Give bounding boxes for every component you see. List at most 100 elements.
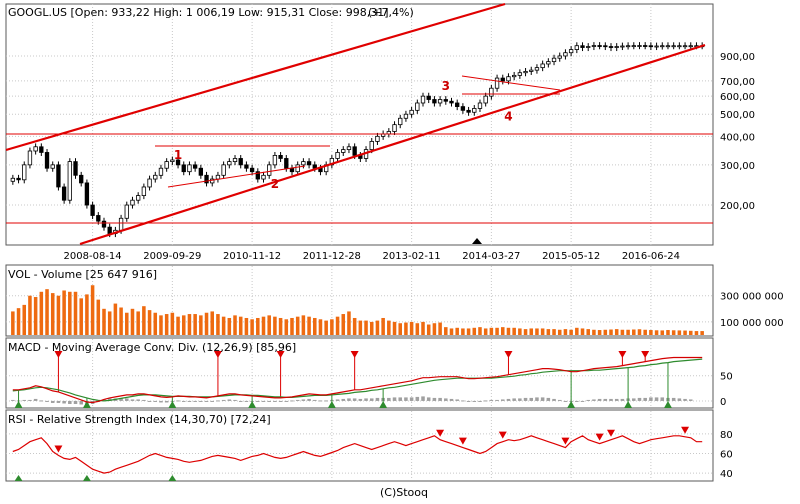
macd-histogram-bar [609, 398, 613, 401]
pattern-annotations: 1 2 3 4 [174, 79, 513, 191]
volume-bar [432, 323, 437, 335]
macd-histogram-bar [341, 398, 346, 401]
volume-bar [187, 314, 192, 335]
date-tick-label: 2010-11-12 [223, 251, 281, 262]
price-title: GOOGL.US [Open: 933,22 High: 1 006,19 Lo… [8, 6, 389, 19]
candle-body [136, 195, 141, 201]
macd-histogram-bar [472, 400, 477, 402]
volume-bar [170, 312, 175, 335]
candle-body [506, 76, 511, 82]
volume-bar [620, 329, 625, 335]
volume-bar [181, 315, 186, 335]
candle-body [272, 155, 278, 166]
macd-histogram-bar [318, 400, 323, 402]
volume-bar [324, 320, 328, 335]
macd-histogram-bar [523, 397, 528, 401]
candle-body [494, 77, 500, 89]
macd-histogram-bar [176, 400, 180, 402]
volume-bar [290, 317, 294, 335]
macd-histogram-bar [483, 400, 488, 402]
candle-body [164, 161, 169, 169]
buy-signal-marker [248, 401, 257, 408]
volume-bar [557, 329, 562, 335]
rsi-sell-marker [498, 431, 507, 439]
volume-bar [381, 317, 385, 335]
volume-bar [335, 316, 340, 335]
rsi-sell-marker [54, 445, 63, 453]
macd-histogram-bar [409, 397, 414, 401]
volume-bar [580, 328, 585, 335]
volume-bar [68, 291, 72, 335]
volume-bar [512, 327, 516, 335]
macd-histogram-bar [307, 398, 311, 401]
candle-body [27, 150, 33, 166]
macd-histogram-bar [324, 400, 328, 402]
candle-body [472, 108, 477, 113]
macd-histogram-bar [68, 400, 72, 404]
volume-tick-label: 300 000 000 [720, 292, 784, 303]
volume-bar [62, 290, 66, 335]
macd-histogram-bar [352, 398, 357, 401]
pattern-label: 1 [174, 148, 182, 162]
price-panel: 1 2 3 4 200,00 300,00 400,00 500,00 600,00 700,0… [5, 2, 755, 262]
macd-histogram-bar [552, 398, 556, 401]
macd-histogram-bar [125, 398, 129, 401]
volume-bar [250, 319, 254, 335]
volume-bar [11, 311, 15, 335]
macd-histogram-bar [233, 399, 237, 401]
volume-bar [597, 330, 602, 335]
pattern-line-2 [167, 165, 306, 188]
macd-signal-line [12, 358, 703, 402]
volume-bar [130, 308, 135, 335]
macd-histogram-bar [438, 397, 442, 401]
date-tick-label: 2009-09-29 [143, 251, 201, 262]
price-tick-label: 700,00 [720, 77, 755, 88]
macd-histogram-bar [404, 397, 408, 401]
macd-histogram-bar [478, 400, 482, 402]
rsi-sell-marker [458, 437, 467, 445]
candle-body [557, 55, 562, 59]
volume-bar [96, 299, 101, 335]
volume-bar [603, 329, 608, 335]
volume-tick-label: 100 000 000 [720, 318, 784, 329]
candle-body [301, 161, 306, 166]
scroll-marker-icon[interactable] [472, 238, 482, 244]
sell-signal-marker [504, 351, 513, 358]
candle-body [101, 220, 107, 228]
volume-bar [688, 330, 693, 335]
sell-signal-marker [213, 351, 222, 358]
date-tick-label: 2013-02-11 [383, 251, 441, 262]
candle-body [107, 226, 112, 234]
candle-body [204, 174, 209, 184]
volume-bar [535, 328, 539, 335]
macd-y-axis: 0 50 [720, 372, 733, 408]
volume-bar [22, 304, 27, 335]
rsi-line-path [12, 435, 703, 474]
candle-body [227, 161, 232, 166]
volume-bar [33, 297, 38, 335]
macd-histogram-bar [358, 398, 363, 401]
candle-body [118, 217, 124, 231]
macd-histogram-bar [501, 399, 505, 401]
volume-bar [318, 319, 323, 335]
volume-bar [643, 329, 647, 335]
volume-bar [654, 330, 659, 335]
candle-body [295, 164, 300, 173]
candle-body [238, 158, 243, 166]
volume-bar [244, 317, 249, 335]
macd-histogram-bar [187, 400, 192, 402]
rsi-buy-marker [14, 475, 23, 481]
macd-histogram-bar [649, 397, 653, 401]
macd-histogram-bar [557, 399, 562, 401]
macd-histogram-bar [79, 400, 83, 405]
candle-body [631, 45, 636, 48]
volume-bar [85, 294, 89, 335]
candle-body [170, 159, 175, 163]
volume-bar [16, 308, 21, 335]
candle-body [403, 113, 409, 119]
macd-histogram-bar [142, 399, 146, 401]
volume-bar [176, 316, 180, 335]
macd-histogram-bar [238, 400, 243, 402]
candle-body [187, 164, 192, 173]
